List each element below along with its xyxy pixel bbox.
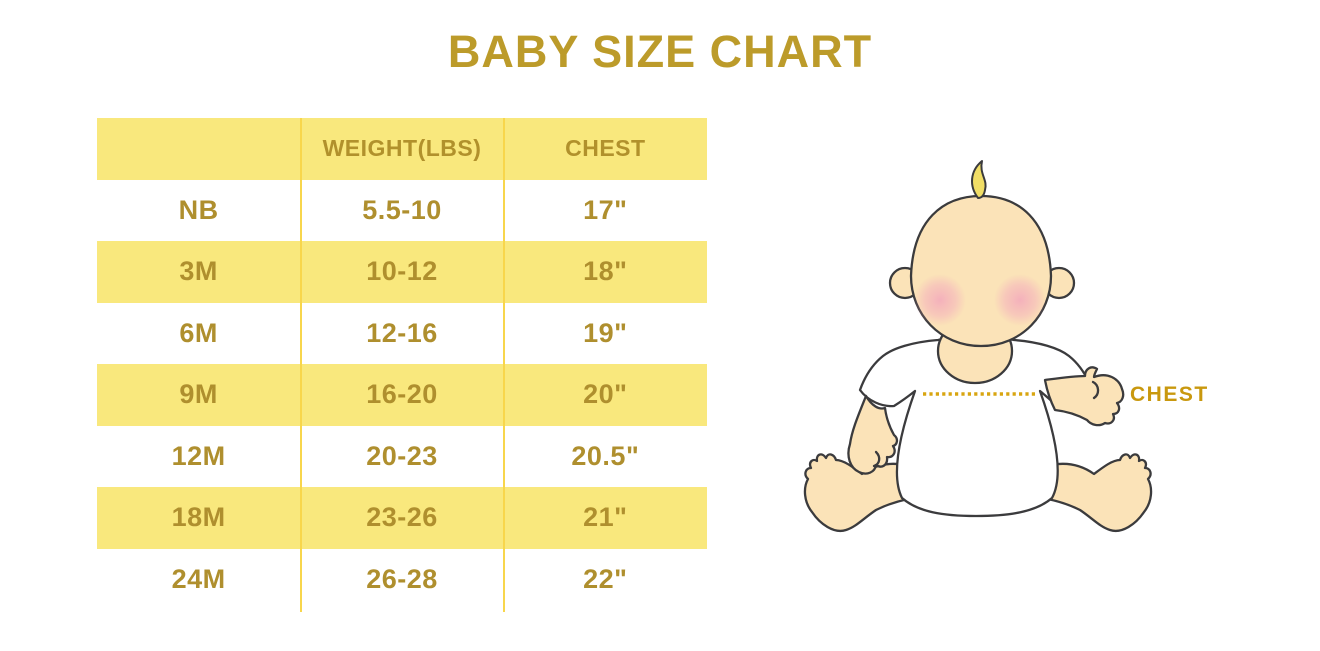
size-cell: NB [178, 194, 219, 225]
baby-right-arm-icon [1043, 366, 1125, 427]
table-row-6m: 6M 12-16 19" [97, 303, 707, 365]
weight-cell: 5.5-10 [362, 194, 442, 225]
baby-hair-icon [971, 160, 987, 199]
weight-cell: 23-26 [366, 502, 438, 533]
chest-cell: 21" [583, 502, 628, 533]
weight-cell: 20-23 [366, 440, 438, 471]
baby-finger-detail [872, 450, 881, 468]
size-cell: 18M [171, 502, 226, 533]
size-cell: 3M [179, 256, 218, 287]
table-row-24m: 24M 26-28 22" [97, 549, 707, 611]
column-separator [300, 118, 302, 612]
page-title: BABY SIZE CHART [447, 26, 873, 77]
column-header-weight: WEIGHT(LBS) [322, 135, 482, 162]
size-cell: 6M [179, 317, 218, 348]
table-row-12m: 12M 20-23 20.5" [97, 426, 707, 488]
baby-blush-left [914, 274, 966, 326]
chest-cell: 17" [583, 194, 628, 225]
column-separator [503, 118, 505, 612]
weight-cell: 12-16 [366, 317, 438, 348]
size-cell: 24M [171, 563, 226, 594]
chest-cell: 20" [583, 379, 628, 410]
chest-cell: 20.5" [571, 440, 640, 471]
table-row-nb: NB 5.5-10 17" [97, 180, 707, 242]
weight-cell: 26-28 [366, 563, 438, 594]
chest-cell: 22" [583, 563, 628, 594]
weight-cell: 10-12 [366, 256, 438, 287]
baby-illustration-icon [803, 160, 1153, 533]
chest-cell: 18" [583, 256, 628, 287]
table-row-3m: 3M 10-12 18" [97, 241, 707, 303]
baby-left-arm-icon [847, 394, 899, 475]
chest-label: CHEST [1130, 383, 1209, 406]
table-header-row: WEIGHT(LBS) CHEST [97, 118, 707, 180]
size-table: WEIGHT(LBS) CHEST NB 5.5-10 17" 3M 10-12… [97, 118, 707, 610]
size-cell: 9M [179, 379, 218, 410]
baby-thumb-detail [1091, 380, 1100, 400]
table-row-18m: 18M 23-26 21" [97, 487, 707, 549]
baby-blush-right [994, 274, 1046, 326]
table-row-9m: 9M 16-20 20" [97, 364, 707, 426]
column-header-chest: CHEST [565, 135, 646, 162]
chest-cell: 19" [583, 317, 628, 348]
weight-cell: 16-20 [366, 379, 438, 410]
size-cell: 12M [171, 440, 226, 471]
